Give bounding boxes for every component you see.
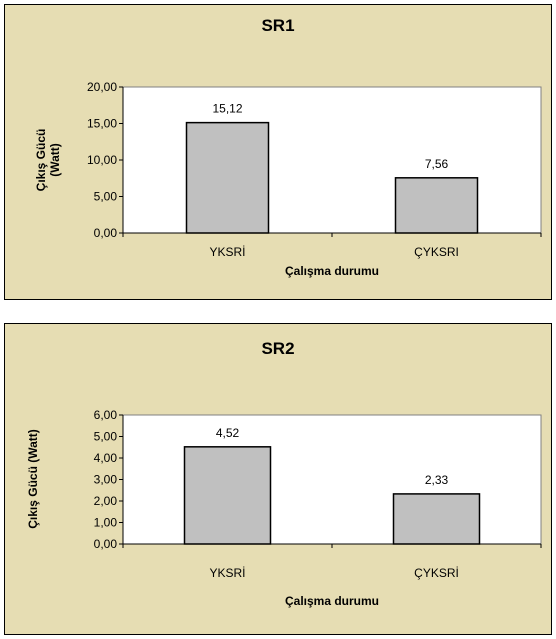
y-tick-label: 15,00 (87, 117, 117, 131)
y-tick-label: 5,00 (94, 190, 118, 204)
bar-1 (185, 121, 270, 234)
y-tick-label: 0,00 (94, 537, 118, 551)
bar-2 (392, 493, 481, 545)
data-label: 7,56 (425, 157, 449, 171)
chart-sr1-svg: SR1 0,00 5,00 10,00 15,00 20,00 15,12 YKSRİ 7,56… (34, 16, 542, 278)
bar-1 (183, 446, 272, 545)
y-tick-label: 1,00 (94, 516, 118, 530)
y-tick-label: 4,00 (94, 451, 118, 465)
y-tick-label: 10,00 (87, 153, 117, 167)
bar-2 (394, 177, 479, 234)
y-tick-label: 6,00 (94, 408, 118, 422)
plot-area (122, 86, 542, 234)
y-tick-label: 20,00 (87, 80, 117, 94)
x-category-label: ÇYKSRİ (414, 566, 459, 580)
y-axis-title-line: (Watt) (48, 143, 62, 177)
chart-sr2-svg: SR2 0,00 1,00 2,00 3,00 4,00 5,00 6,00 4,52 YKSRİ… (26, 339, 542, 608)
x-category-label: YKSRİ (209, 245, 245, 259)
chart-panel-sr1: SR1 0,00 5,00 10,00 15,00 20,00 15,12 YKSRİ 7,56… (4, 4, 552, 300)
data-label: 4,52 (216, 426, 240, 440)
y-axis-title: Çıkış Gücü(Watt) (34, 129, 62, 192)
data-label: 2,33 (425, 473, 449, 487)
y-tick-label: 2,00 (94, 494, 118, 508)
y-tick-label: 3,00 (94, 473, 118, 487)
y-tick-label: 5,00 (94, 430, 118, 444)
x-category-label: ÇYKSRI (414, 245, 459, 259)
chart-title: SR2 (261, 339, 294, 358)
x-axis-title: Çalışma durumu (285, 594, 379, 608)
chart-panel-sr2: SR2 0,00 1,00 2,00 3,00 4,00 5,00 6,00 4,52 YKSRİ… (4, 323, 552, 635)
y-axis-title-line: Çıkış Gücü (34, 129, 48, 192)
y-axis-title-line: Çıkış Gücü (Watt) (26, 429, 40, 529)
chart-title: SR1 (261, 16, 294, 35)
y-axis-title: Çıkış Gücü (Watt) (26, 429, 40, 529)
data-label: 15,12 (212, 102, 242, 116)
y-tick-label: 0,00 (94, 226, 118, 240)
x-axis-title: Çalışma durumu (285, 264, 379, 278)
x-category-label: YKSRİ (209, 566, 245, 580)
